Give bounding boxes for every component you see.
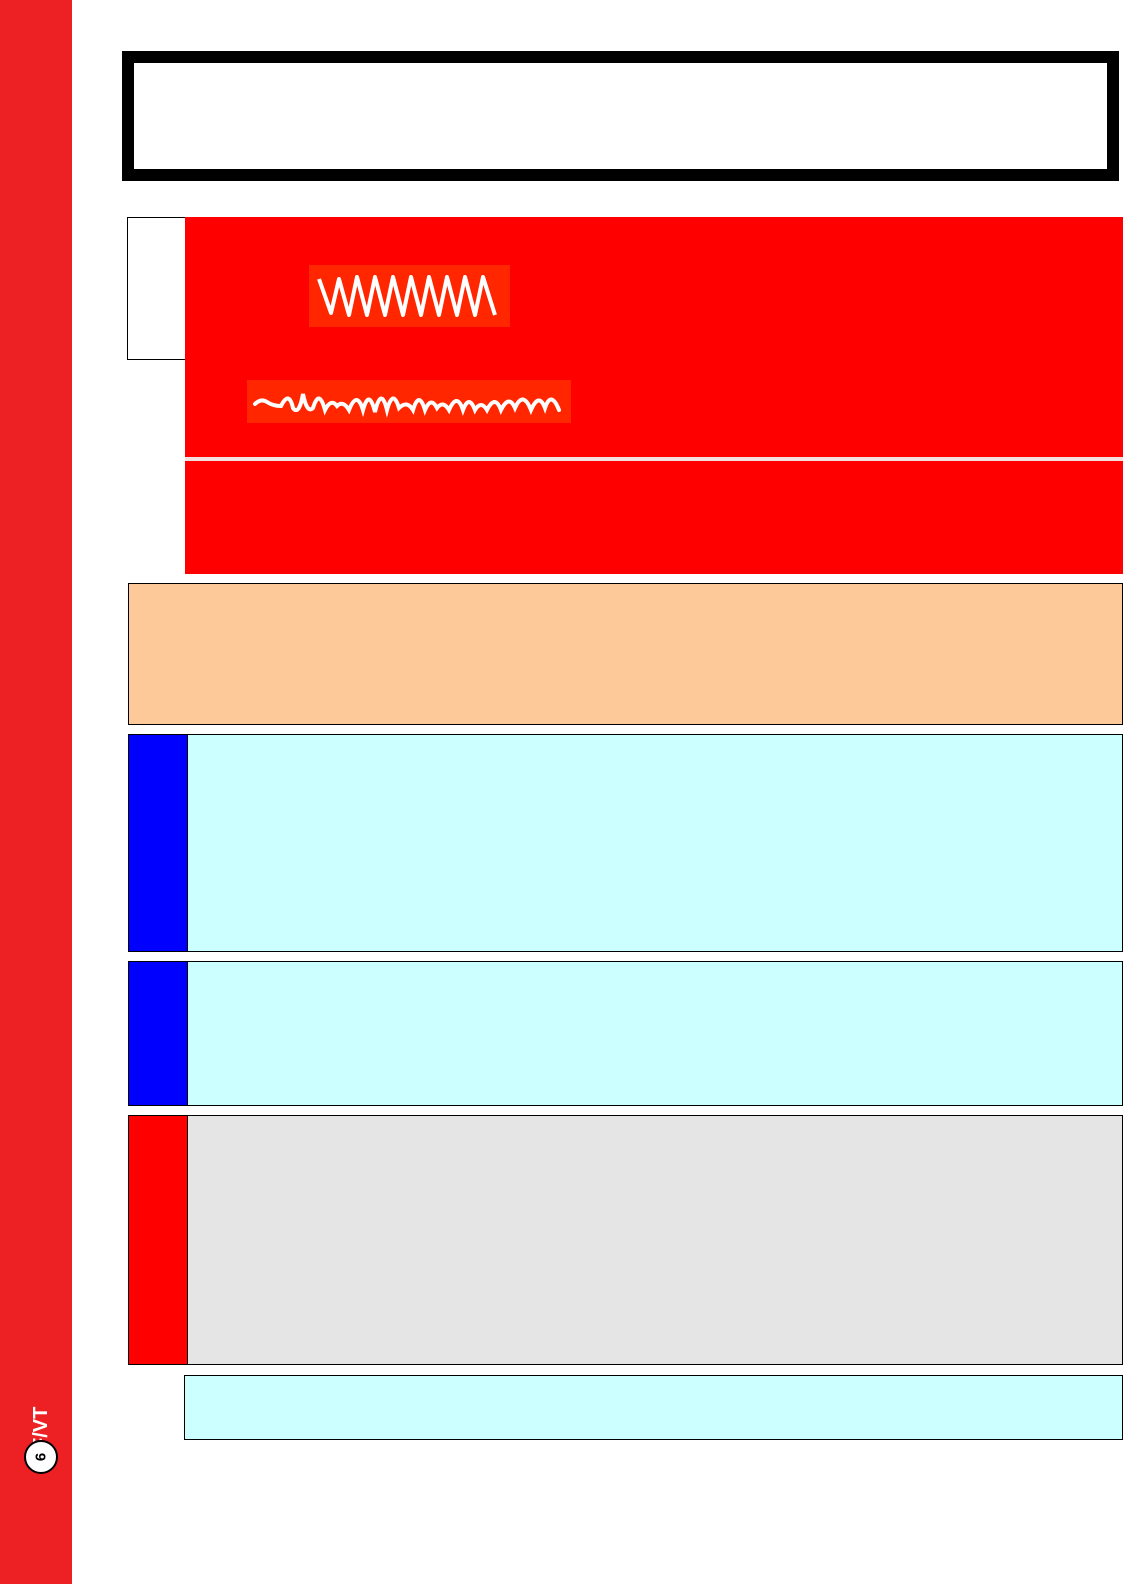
side-tab-label: VF/VT 6: [24, 1350, 58, 1474]
blue-side-bar: [129, 962, 188, 1105]
blue-side-bar: [129, 735, 188, 951]
side-tab-strip: VF/VT 6: [0, 0, 72, 1584]
panel-divider: [185, 457, 1123, 461]
peach-info-box: [128, 583, 1123, 725]
title-box: [122, 51, 1119, 181]
cyan-step-box-1: [128, 734, 1123, 952]
red-side-bar: [129, 1116, 188, 1364]
page-number: 6: [33, 1453, 50, 1461]
page-number-badge: [24, 1440, 58, 1474]
cyan-note-box: [184, 1375, 1123, 1440]
vf-waveform-icon: [247, 380, 571, 423]
grey-step-box: [128, 1115, 1123, 1365]
section-tab-box: [127, 217, 185, 360]
rhythm-panel-lower: [185, 461, 1123, 574]
cyan-step-box-2: [128, 961, 1123, 1106]
vt-waveform-icon: [309, 265, 510, 327]
